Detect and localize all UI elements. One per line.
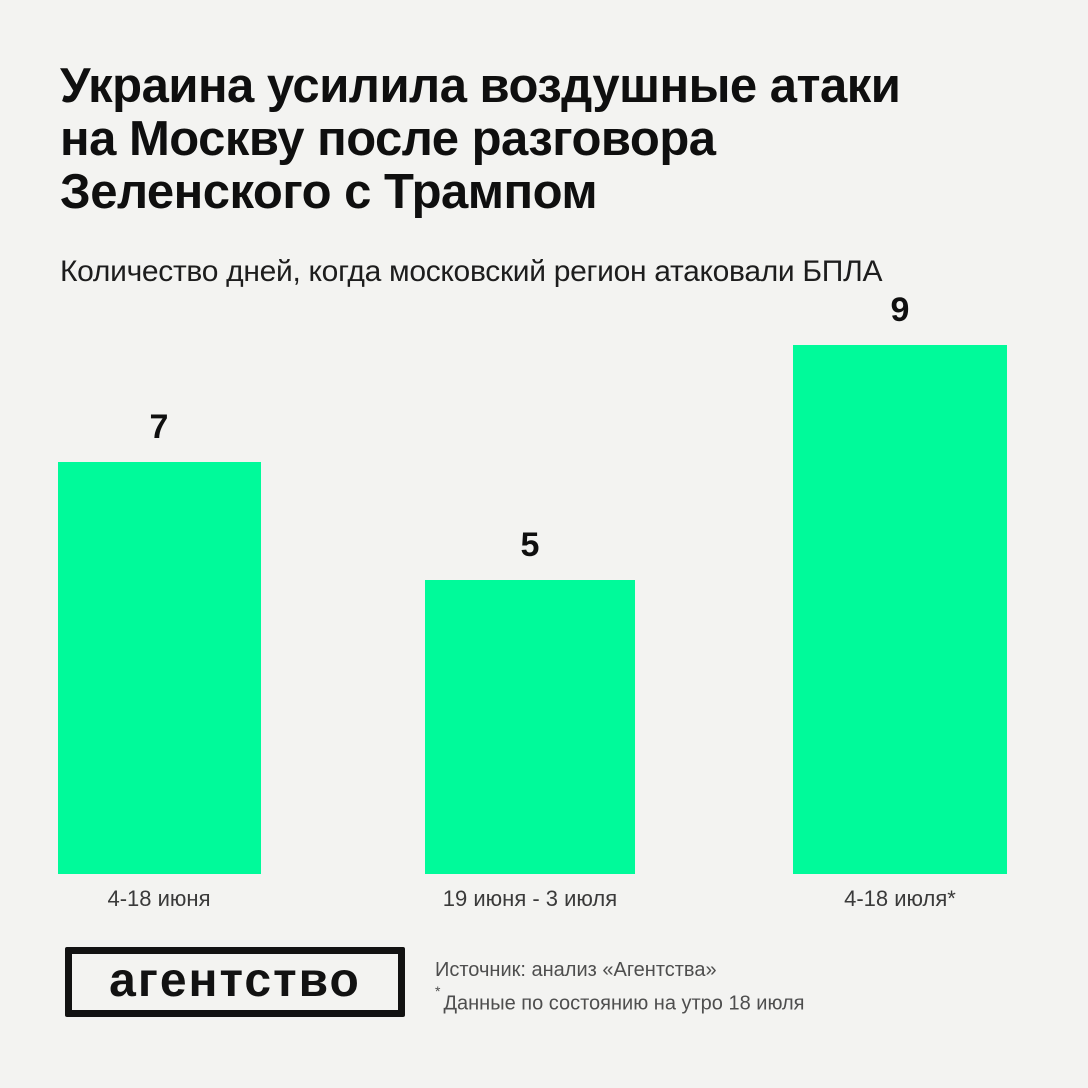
footnote-marker: *	[435, 983, 441, 999]
bar	[793, 345, 1007, 874]
footnote-line: *Данные по состоянию на утро 18 июля	[435, 983, 805, 1018]
agentstvo-logo: агентство	[65, 947, 405, 1017]
header: Украина усилила воздушные атаки на Москву…	[60, 60, 1030, 289]
bar	[57, 462, 261, 874]
footnote-text: Данные по состоянию на утро 18 июля	[443, 992, 805, 1015]
bar	[425, 580, 635, 874]
source-line: Источник: анализ «Агентства»	[435, 959, 717, 981]
logo-text: агентство	[109, 953, 361, 1007]
source-note: Источник: анализ «Агентства» *Данные по …	[435, 957, 805, 1018]
chart-subtitle: Количество дней, когда московский регион…	[60, 255, 883, 288]
page-title: Украина усилила воздушные атаки на Москву…	[60, 60, 1030, 219]
title-line: Украина усилила воздушные атаки	[60, 59, 901, 113]
bar-category-label: 4-18 июля*	[844, 886, 956, 911]
bar-category-label: 4-18 июня	[107, 886, 211, 911]
title-line: Зеленского с Трампом	[60, 165, 598, 219]
bar-category-label: 19 июня - 3 июля	[442, 886, 618, 911]
bar-value-label: 7	[149, 408, 169, 446]
bar-value-label: 9	[890, 291, 910, 329]
title-line: на Москву после разговора	[60, 112, 716, 166]
bar-value-label: 5	[520, 526, 540, 564]
